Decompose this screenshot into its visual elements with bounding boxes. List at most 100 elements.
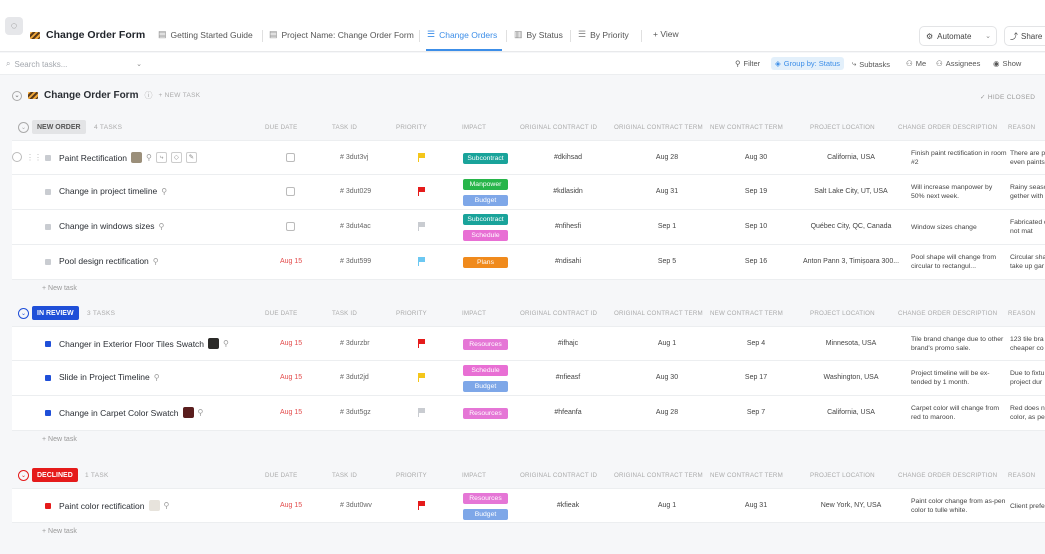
task-name-text[interactable]: Change in Carpet Color Swatch <box>59 407 179 418</box>
priority-flag-icon[interactable] <box>418 373 426 382</box>
collapse-group-icon[interactable]: ⌄ <box>18 308 29 319</box>
column-header-priority[interactable]: PRIORITY <box>396 472 427 479</box>
workspace-icon[interactable]: ◌ <box>5 17 23 35</box>
column-header-priority[interactable]: PRIORITY <box>396 124 427 131</box>
column-header-new-contract-term[interactable]: NEW CONTRACT TERM <box>710 124 783 131</box>
column-header-change-order-description[interactable]: CHANGE ORDER DESCRIPTION <box>898 472 998 479</box>
add-view-button[interactable]: + View <box>653 29 679 39</box>
info-icon[interactable]: ⓘ <box>144 91 153 100</box>
column-header-task-id[interactable]: TASK ID <box>332 472 358 479</box>
due-date[interactable]: Aug 15 <box>280 374 303 381</box>
calendar-icon[interactable] <box>286 153 295 162</box>
search-input[interactable]: Search tasks... <box>14 59 68 69</box>
status-square-icon[interactable] <box>45 410 51 416</box>
table-row[interactable]: Slide in Project Timeline ⚲ Aug 15 # 3dut2j… <box>12 361 1045 396</box>
status-square-icon[interactable] <box>45 259 51 265</box>
assignees-button[interactable]: ⚇ Assignees <box>936 59 980 68</box>
paperclip-icon[interactable]: ⚲ <box>223 339 229 348</box>
impact-tag[interactable]: Manpower <box>463 179 508 190</box>
edit-icon[interactable]: ✎ <box>185 152 197 163</box>
task-name-text[interactable]: Changer in Exterior Floor Tiles Swatch <box>59 338 205 349</box>
status-badge[interactable]: NEW ORDER <box>32 120 86 134</box>
column-header-reason[interactable]: REASON <box>1008 310 1036 317</box>
column-header-due-date[interactable]: DUE DATE <box>265 472 298 479</box>
tab-change-orders[interactable]: ☰ Change Orders <box>427 29 497 40</box>
paperclip-icon[interactable]: ⚲ <box>161 186 168 196</box>
impact-tag[interactable]: Resources <box>463 408 508 419</box>
tab-by-status[interactable]: ▥ By Status <box>514 29 563 40</box>
column-header-due-date[interactable]: DUE DATE <box>265 310 298 317</box>
task-name-text[interactable]: Paint Rectification <box>59 152 128 163</box>
task-name[interactable]: Change in windows sizes ⚲ <box>59 221 164 231</box>
column-header-new-contract-term[interactable]: NEW CONTRACT TERM <box>710 310 783 317</box>
impact-tag[interactable]: Schedule <box>463 365 508 376</box>
hide-closed-toggle[interactable]: ✓ HIDE CLOSED <box>980 94 1036 101</box>
table-row[interactable]: ⋮⋮ Paint Rectification ⚲ ⤷ ◇ ✎ # 3dut3vj Subcon… <box>12 140 1045 175</box>
impact-tag[interactable]: Resources <box>463 339 508 350</box>
paperclip-icon[interactable]: ⚲ <box>146 153 152 162</box>
table-row[interactable]: Pool design rectification ⚲ Aug 15 # 3dut59… <box>12 245 1045 280</box>
paperclip-icon[interactable]: ⚲ <box>153 372 160 382</box>
share-button[interactable]: ⤴ Share <box>1004 26 1045 46</box>
column-header-original-contract-term[interactable]: ORIGINAL CONTRACT TERM <box>614 310 703 317</box>
due-date[interactable]: Aug 15 <box>280 502 303 509</box>
impact-tag[interactable]: Plans <box>463 257 508 268</box>
priority-flag-icon[interactable] <box>418 408 426 417</box>
due-date[interactable]: Aug 15 <box>280 409 303 416</box>
task-name[interactable]: Pool design rectification ⚲ <box>59 256 159 266</box>
impact-tag[interactable]: Budget <box>463 381 508 392</box>
task-name-text[interactable]: Slide in Project Timeline <box>59 372 150 382</box>
paperclip-icon[interactable]: ⚲ <box>158 221 165 231</box>
search-box[interactable]: ⌕ Search tasks... ⌄ <box>6 57 142 71</box>
tag-icon[interactable]: ◇ <box>170 152 182 163</box>
task-name-text[interactable]: Pool design rectification <box>59 256 149 266</box>
status-badge[interactable]: DECLINED <box>32 468 78 482</box>
priority-flag-icon[interactable] <box>418 222 426 231</box>
impact-tag[interactable]: Subcontract <box>463 214 508 225</box>
subtasks-button[interactable]: ⤷ Subtasks <box>852 59 890 69</box>
attachment-thumbnail[interactable] <box>208 338 220 349</box>
column-header-impact[interactable]: IMPACT <box>462 310 487 317</box>
column-header-original-contract-id[interactable]: ORIGINAL CONTRACT ID <box>520 472 598 479</box>
status-square-icon[interactable] <box>45 189 51 195</box>
subtask-icon[interactable]: ⤷ <box>155 152 167 163</box>
new-task-button[interactable]: + NEW TASK <box>158 92 201 99</box>
column-header-task-id[interactable]: TASK ID <box>332 124 358 131</box>
status-square-icon[interactable] <box>45 341 51 347</box>
task-name[interactable]: Paint Rectification ⚲ ⤷ ◇ ✎ <box>59 152 197 163</box>
paperclip-icon[interactable]: ⚲ <box>163 501 170 510</box>
task-name[interactable]: Change in Carpet Color Swatch ⚲ <box>59 407 203 418</box>
calendar-icon[interactable] <box>286 187 295 196</box>
task-name-text[interactable]: Paint color rectification <box>59 500 145 511</box>
column-header-original-contract-id[interactable]: ORIGINAL CONTRACT ID <box>520 124 598 131</box>
collapse-group-icon[interactable]: ⌄ <box>18 122 29 133</box>
paperclip-icon[interactable]: ⚲ <box>152 256 159 266</box>
new-task-button[interactable]: + New task <box>42 285 77 292</box>
priority-flag-icon[interactable] <box>418 153 426 162</box>
column-header-due-date[interactable]: DUE DATE <box>265 124 298 131</box>
table-row[interactable]: Change in Carpet Color Swatch ⚲ Aug 15 # 3d… <box>12 396 1045 431</box>
tab-getting-started-guide[interactable]: ▤ Getting Started Guide <box>158 29 253 40</box>
task-name-text[interactable]: Change in windows sizes <box>59 221 155 231</box>
status-square-icon[interactable] <box>45 224 51 230</box>
column-header-project-location[interactable]: PROJECT LOCATION <box>810 124 875 131</box>
chevron-down-icon[interactable]: ⌄ <box>136 61 142 68</box>
status-badge[interactable]: IN REVIEW <box>32 306 79 320</box>
column-header-priority[interactable]: PRIORITY <box>396 310 427 317</box>
column-header-change-order-description[interactable]: CHANGE ORDER DESCRIPTION <box>898 124 998 131</box>
table-row[interactable]: Change in windows sizes ⚲ # 3dut4ac Subcont… <box>12 210 1045 245</box>
task-name[interactable]: Changer in Exterior Floor Tiles Swatch ⚲ <box>59 338 229 349</box>
column-header-original-contract-term[interactable]: ORIGINAL CONTRACT TERM <box>614 472 703 479</box>
priority-flag-icon[interactable] <box>418 501 426 510</box>
task-name[interactable]: Change in project timeline ⚲ <box>59 186 167 196</box>
column-header-reason[interactable]: REASON <box>1008 472 1036 479</box>
column-header-original-contract-term[interactable]: ORIGINAL CONTRACT TERM <box>614 124 703 131</box>
priority-flag-icon[interactable] <box>418 257 426 266</box>
priority-flag-icon[interactable] <box>418 187 426 196</box>
drag-handle-icon[interactable]: ⋮⋮ <box>26 152 42 162</box>
due-date[interactable]: Aug 15 <box>280 258 303 265</box>
app-title[interactable]: Change Order Form <box>30 29 145 41</box>
attachment-thumbnail[interactable] <box>131 152 143 163</box>
show-button[interactable]: ◉ Show <box>993 59 1021 68</box>
impact-tag[interactable]: Budget <box>463 195 508 206</box>
